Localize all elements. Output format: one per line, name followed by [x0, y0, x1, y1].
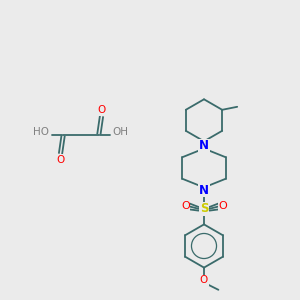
Text: N: N [199, 184, 209, 197]
Text: O: O [97, 105, 106, 116]
Text: O: O [56, 154, 65, 165]
Text: O: O [200, 275, 208, 285]
Text: O: O [218, 201, 227, 212]
Text: S: S [200, 202, 208, 215]
Text: N: N [199, 139, 209, 152]
Text: OH: OH [112, 127, 129, 137]
Text: HO: HO [33, 127, 50, 137]
Text: O: O [181, 201, 190, 212]
